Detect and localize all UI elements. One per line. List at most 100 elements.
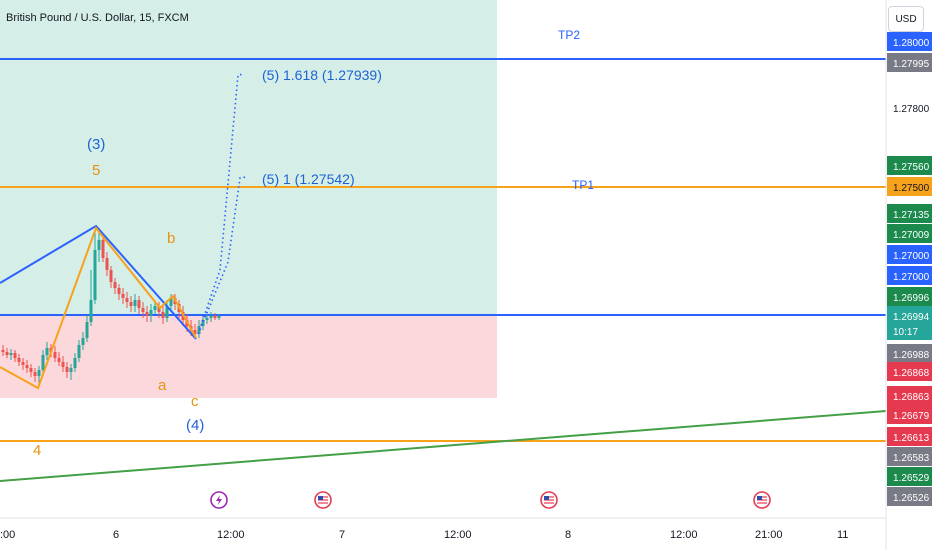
price-label: 1.26526 <box>893 493 930 504</box>
trendline[interactable] <box>0 410 887 482</box>
price-badge <box>887 177 932 196</box>
us-flag-event-icon[interactable] <box>540 491 558 509</box>
time-axis[interactable]: :00 6 12:00 7 12:00 8 12:00 21:00 11 <box>0 529 848 541</box>
candle-body <box>121 294 125 298</box>
price-label: 1.27000 <box>893 272 930 283</box>
candle-body <box>21 362 25 365</box>
projection-1618-label: (5) 1.618 (1.27939) <box>262 67 382 83</box>
profit-zone <box>0 0 497 315</box>
price-badge <box>887 487 932 506</box>
price-label: 1.27995 <box>893 59 930 70</box>
lightning-event-icon[interactable] <box>210 491 228 509</box>
price-badge <box>887 204 932 223</box>
price-badge <box>887 405 932 424</box>
candle-body <box>205 318 209 320</box>
candle-body <box>129 302 133 306</box>
loss-zone <box>0 315 497 398</box>
price-badge <box>887 467 932 486</box>
x-tick-label: 11 <box>837 529 848 541</box>
countdown-label: 10:17 <box>893 327 918 338</box>
price-label: 1.27800 <box>893 104 930 115</box>
tp1-label: TP1 <box>572 178 594 192</box>
candle-body <box>25 365 29 368</box>
wave-label-3: (3) <box>87 136 105 153</box>
wave-label-5: 5 <box>92 162 100 179</box>
price-badge <box>887 287 932 306</box>
wave-label-4-orange: 4 <box>33 442 41 459</box>
price-label: 1.27500 <box>893 183 930 194</box>
candle-body <box>149 310 153 316</box>
candle-body <box>17 358 21 362</box>
candle-body <box>201 320 205 326</box>
candle-body <box>81 338 85 345</box>
x-tick-label: 21:00 <box>755 529 783 541</box>
candle-body <box>213 316 217 318</box>
price-label: 1.26613 <box>893 433 930 444</box>
price-axis[interactable]: 1.28000 1.27995 1.27800 1.27560 1.27500 1.271… <box>887 32 932 506</box>
wave-label-a: a <box>158 377 167 394</box>
wave-label-4-blue: (4) <box>186 417 204 434</box>
candle-body <box>93 250 97 300</box>
candle-body <box>141 308 145 312</box>
projection-1-path <box>199 176 247 331</box>
currency-button[interactable]: USD <box>888 6 924 32</box>
candle-body <box>9 353 13 355</box>
price-label: 1.26996 <box>893 293 930 304</box>
wave-label-c: c <box>191 393 199 410</box>
candle-body <box>73 358 77 368</box>
price-badge <box>887 386 932 405</box>
candle-body <box>85 322 89 338</box>
x-tick-label: 8 <box>565 529 571 541</box>
candle-body <box>1 350 5 352</box>
price-label: 1.27000 <box>893 251 930 262</box>
price-label: 1.26868 <box>893 368 930 379</box>
candle-body <box>137 300 141 308</box>
candle-body <box>41 355 45 370</box>
candle-body <box>169 298 173 306</box>
wave-orange-path <box>0 225 197 390</box>
candle-body <box>53 352 57 358</box>
candle-body <box>145 312 149 316</box>
price-badge <box>887 266 932 285</box>
candle-body <box>13 353 17 358</box>
x-tick-label: 6 <box>113 529 119 541</box>
candle-body <box>5 352 9 355</box>
price-label: 1.27135 <box>893 210 930 221</box>
candle-body <box>209 316 213 318</box>
price-badge <box>887 32 932 51</box>
candle-body <box>33 372 37 376</box>
candle-body <box>217 316 221 318</box>
x-tick-label: 12:00 <box>670 529 698 541</box>
price-label: 1.26679 <box>893 411 930 422</box>
candle-body <box>29 368 33 372</box>
price-badge <box>887 447 932 466</box>
candle-body <box>69 368 73 372</box>
us-flag-event-icon[interactable] <box>314 491 332 509</box>
candlesticks <box>1 228 221 385</box>
price-badge <box>887 156 932 175</box>
price-label: 1.26988 <box>893 350 930 361</box>
x-tick-label: 12:00 <box>217 529 245 541</box>
chart-title: British Pound / U.S. Dollar, 15, FXCM <box>6 12 189 24</box>
candle-body <box>161 312 165 318</box>
price-label: 1.27009 <box>893 230 930 241</box>
wave-blue-path <box>0 224 197 340</box>
candle-body <box>101 240 105 258</box>
x-tick-label: :00 <box>0 529 15 541</box>
price-label: 1.26994 <box>893 312 930 323</box>
candle-body <box>165 306 169 318</box>
price-badge <box>887 306 932 340</box>
price-badge <box>887 362 932 381</box>
candle-body <box>157 306 161 312</box>
price-label: 1.28000 <box>893 38 930 49</box>
candle-body <box>57 358 61 362</box>
candle-body <box>37 370 41 376</box>
candle-body <box>197 326 201 334</box>
candle-body <box>125 298 129 302</box>
price-label: 1.27560 <box>893 162 930 173</box>
projection-1-label: (5) 1 (1.27542) <box>262 171 355 187</box>
price-badge <box>887 53 932 72</box>
wave-label-b: b <box>167 230 175 247</box>
us-flag-event-icon[interactable] <box>753 491 771 509</box>
